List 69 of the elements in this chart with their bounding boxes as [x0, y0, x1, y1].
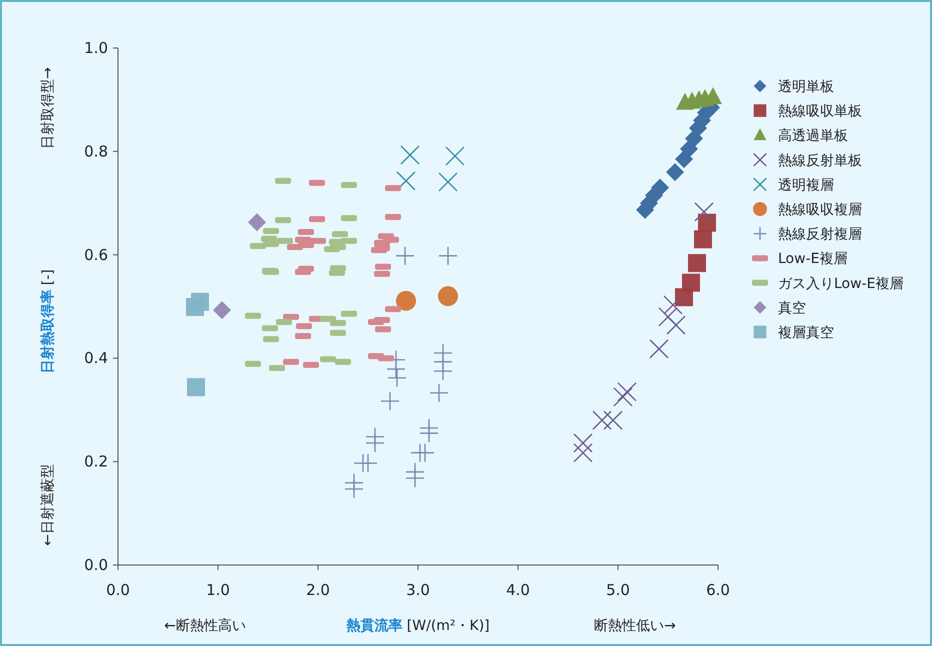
x-tick-label: 6.0 [706, 581, 730, 599]
x-tick-label: 5.0 [606, 581, 630, 599]
point [386, 359, 406, 379]
legend-label: 複層真空 [778, 325, 834, 341]
point [573, 443, 593, 462]
point [675, 288, 693, 306]
text: 日射取得型→ [40, 66, 56, 149]
point [395, 246, 415, 266]
y-tick-label: 1.0 [84, 39, 108, 57]
point [666, 163, 684, 182]
x-axis-title: 熱貫流率 [W/(m²・K)] [345, 617, 490, 634]
point [666, 315, 686, 335]
text: ←日射遮蔽型 [40, 464, 56, 546]
point [213, 301, 231, 320]
point [433, 361, 453, 381]
point [445, 146, 465, 166]
legend-label: 熱線吸収複層 [778, 202, 862, 218]
y-tick-label: 0.8 [84, 142, 108, 160]
point [438, 172, 458, 192]
point [688, 254, 706, 272]
point [592, 410, 612, 430]
legend-label: 熱線反射複層 [778, 226, 862, 243]
y-tick-label: 0.6 [84, 246, 108, 264]
legend-label: ガス入りLow-E複層 [778, 276, 904, 292]
point [438, 286, 458, 306]
x-tick-label: 1.0 [206, 581, 230, 599]
point [658, 307, 678, 326]
point [429, 383, 449, 402]
point [438, 246, 458, 266]
point [663, 295, 683, 315]
point [248, 213, 266, 232]
point [649, 339, 669, 359]
point [400, 145, 420, 165]
point [617, 382, 637, 402]
point [405, 468, 425, 488]
legend-label: 熱線吸収単板 [778, 104, 862, 120]
point [680, 140, 698, 158]
x-tick-label: 0.0 [106, 581, 130, 599]
y-axis-title: 日射熱取得率 [-] [39, 269, 56, 374]
legend-label: 透明複層 [778, 177, 834, 194]
point [419, 424, 439, 443]
point [613, 387, 633, 407]
y-tick-label: 0.0 [84, 556, 108, 574]
point [415, 443, 435, 462]
point [396, 290, 416, 311]
point [353, 454, 373, 473]
point [387, 368, 407, 388]
point [365, 433, 385, 453]
legend-label: 熱線反射単板 [778, 152, 862, 169]
x-tick-label: 3.0 [406, 581, 430, 599]
point [396, 171, 416, 191]
point [603, 410, 623, 430]
text: ←断熱性高い [164, 618, 246, 634]
x-tick-label: 2.0 [306, 581, 330, 599]
legend-label: 高透過単板 [778, 128, 848, 144]
point [187, 378, 205, 396]
point [186, 298, 204, 316]
legend-label: 透明単板 [778, 79, 834, 95]
legend-label: 真空 [778, 300, 806, 316]
text: 断熱性低い→ [594, 618, 676, 634]
point [694, 230, 712, 248]
point [694, 202, 714, 222]
point [344, 479, 364, 499]
y-tick-label: 0.4 [84, 349, 108, 368]
point [573, 433, 593, 453]
legend-label: Low-E複層 [778, 251, 848, 268]
point [380, 391, 400, 411]
x-tick-label: 4.0 [506, 581, 530, 599]
y-tick-label: 0.2 [84, 452, 108, 471]
